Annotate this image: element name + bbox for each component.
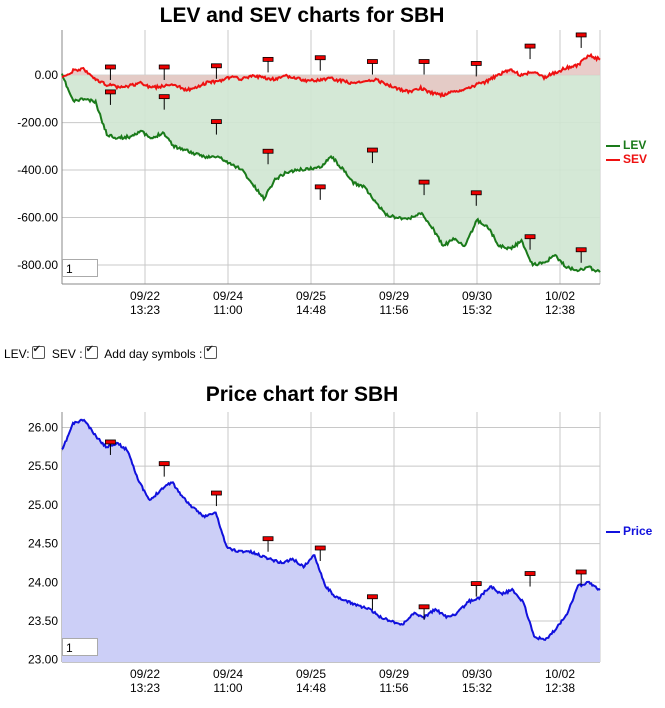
day-symbol [470, 190, 482, 206]
day-symbol [367, 59, 378, 75]
y-tick-label: -200.00 [17, 116, 58, 130]
sev-toggle-label: SEV : [51, 347, 83, 361]
day-symbol [470, 581, 482, 597]
legend-sev: SEV [606, 152, 647, 166]
day-symbol [158, 461, 170, 477]
day-symbol [158, 94, 170, 110]
x-tick-date: 09/25 [296, 667, 326, 681]
lev-checkbox[interactable] [31, 344, 45, 359]
price-chart-title: Price chart for SBH [205, 383, 399, 406]
day-symbol [367, 594, 378, 610]
lev-sev-chart-title: LEV and SEV charts for SBH [159, 4, 445, 27]
y-tick-label: 23.00 [28, 653, 58, 667]
day-symbol [575, 32, 587, 48]
day-symbol [575, 247, 587, 263]
x-tick-time: 11:00 [213, 681, 242, 695]
day-symbol [367, 147, 378, 164]
lev-sev-chart: 0.00 -200.00 -400.00 -600.00 -800.00 09/2213:… [17, 30, 601, 317]
x-tick-time: 11:00 [213, 303, 242, 317]
day-symbol [575, 569, 587, 585]
y-tick-label: 23.50 [28, 614, 58, 628]
series-line-sev [61, 52, 601, 99]
x-tick-date: 09/30 [462, 289, 492, 303]
y-tick-label: 0.00 [35, 68, 59, 82]
day-symbol [262, 56, 274, 73]
y-tick-label: 25.50 [28, 459, 58, 473]
series-line-lev [61, 73, 601, 273]
y-tick-label: 24.00 [28, 575, 58, 589]
day-symbol [262, 148, 274, 165]
x-tick-time: 12:38 [545, 303, 575, 317]
day-symbol [105, 64, 116, 80]
price-chart-range-input[interactable]: 1 [62, 638, 98, 656]
lev-sev-legend: LEV SEV [606, 138, 647, 166]
day-symbol [158, 64, 170, 80]
day-symbol [105, 439, 116, 455]
day-symbol [470, 61, 482, 77]
x-tick-date: 09/30 [462, 667, 492, 681]
day-symbol [524, 234, 536, 250]
day-symbol [418, 179, 430, 196]
day-symbol [314, 545, 326, 561]
day-symbols-checkbox[interactable] [204, 344, 218, 359]
series-area-lev [62, 73, 600, 273]
x-tick-date: 10/02 [545, 667, 575, 681]
day-symbol [105, 89, 116, 105]
y-tick-label: 26.00 [28, 420, 58, 434]
x-tick-time: 11:56 [379, 681, 408, 695]
day-symbol [314, 55, 326, 71]
price-legend: Price [606, 524, 652, 538]
day-symbol [211, 119, 222, 135]
x-tick-date: 09/29 [379, 667, 409, 681]
x-tick-time: 15:32 [462, 681, 492, 695]
day-symbol [314, 184, 326, 200]
y-tick-label: 24.50 [28, 537, 58, 551]
x-tick-time: 13:23 [130, 681, 160, 695]
day-symbol [524, 571, 536, 587]
y-tick-label: -400.00 [17, 163, 58, 177]
series-area-sev [62, 54, 600, 97]
x-tick-time: 15:32 [462, 303, 492, 317]
lev-chart-range-input[interactable]: 1 [62, 259, 98, 277]
x-tick-date: 09/29 [379, 289, 409, 303]
series-line-price [61, 418, 601, 642]
day-symbol [524, 43, 536, 60]
y-tick-label: -600.00 [17, 211, 58, 225]
sev-checkbox[interactable] [84, 344, 98, 359]
legend-price: Price [606, 524, 652, 538]
day-symbol [262, 536, 274, 552]
chart-controls: LEV: SEV : Add day symbols : [4, 344, 221, 361]
x-tick-time: 12:38 [545, 681, 575, 695]
day-symbols-label: Add day symbols : [104, 347, 203, 361]
x-tick-date: 09/24 [213, 289, 243, 303]
day-symbol [418, 59, 430, 75]
x-tick-date: 09/22 [130, 289, 160, 303]
series-area-price [62, 419, 600, 662]
x-tick-time: 13:23 [130, 303, 160, 317]
y-tick-label: -800.00 [17, 258, 58, 272]
x-tick-time: 14:48 [296, 303, 326, 317]
day-symbol [211, 490, 222, 507]
x-tick-date: 09/22 [130, 667, 160, 681]
lev-toggle-label: LEV: [4, 347, 30, 361]
x-tick-date: 09/24 [213, 667, 243, 681]
x-tick-time: 11:56 [379, 303, 408, 317]
y-tick-label: 25.00 [28, 498, 58, 512]
legend-lev: LEV [606, 138, 647, 152]
x-tick-time: 14:48 [296, 681, 326, 695]
x-tick-date: 10/02 [545, 289, 575, 303]
day-symbol [211, 63, 222, 79]
day-symbol [418, 604, 430, 620]
x-tick-date: 09/25 [296, 289, 326, 303]
